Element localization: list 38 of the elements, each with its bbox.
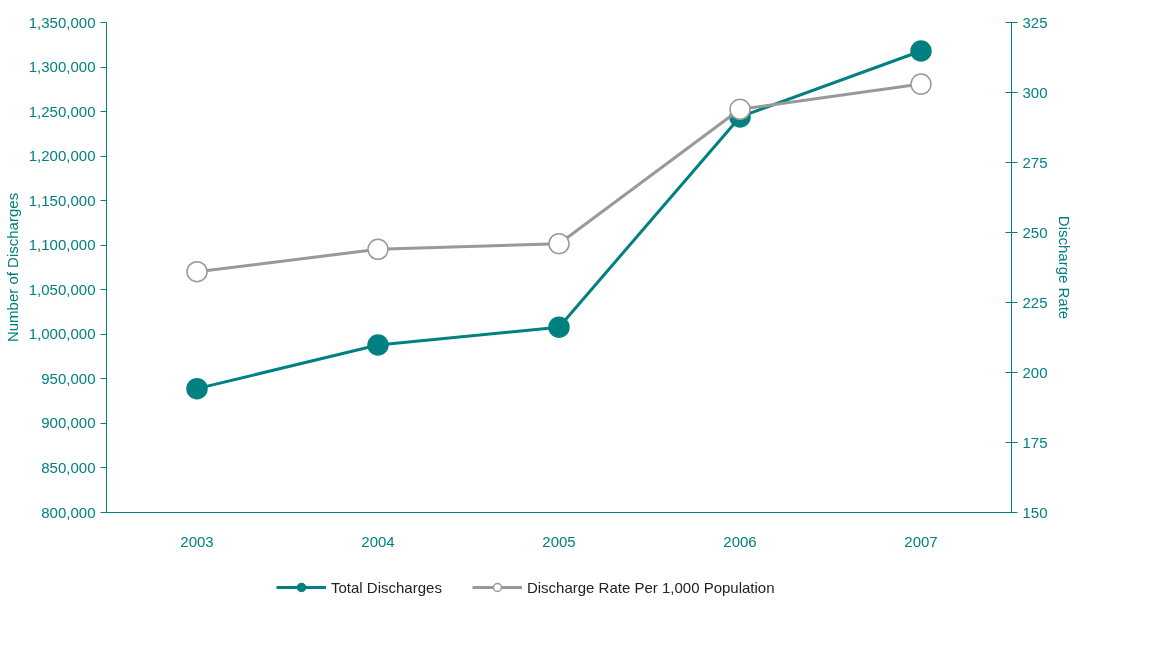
y-tick-label: 1,250,000 — [28, 102, 96, 120]
y2-tick-label: 250 — [1022, 223, 1048, 241]
x-tick-label: 2007 — [904, 532, 938, 550]
legend-label: Total Discharges — [331, 578, 442, 596]
y2-tick-label: 300 — [1022, 83, 1048, 101]
y2-tick-label: 325 — [1022, 13, 1048, 31]
point — [910, 73, 932, 95]
point — [729, 98, 751, 121]
y-tick-label: 800,000 — [41, 503, 96, 521]
y2-axis-title: Discharge Rate — [1055, 215, 1073, 320]
x-tick-label: 2003 — [180, 532, 214, 550]
legend-label: Discharge Rate Per 1,000 Population — [526, 578, 775, 596]
y-axis-title: Number of Discharges — [3, 192, 21, 343]
y-tick-label: 1,200,000 — [28, 147, 96, 165]
y2-tick-label: 150 — [1022, 503, 1048, 521]
x-tick-label: 2004 — [361, 532, 395, 550]
y2-tick-label: 175 — [1022, 433, 1048, 451]
point — [910, 40, 932, 62]
y-tick-label: 1,300,000 — [28, 58, 96, 76]
point — [548, 232, 570, 255]
y2-tick-label: 275 — [1022, 153, 1048, 171]
point — [186, 260, 208, 283]
point — [186, 377, 208, 400]
y2-tick-label: 200 — [1022, 363, 1048, 381]
y-tick-label: 1,350,000 — [28, 13, 96, 31]
y-tick-label: 1,150,000 — [28, 191, 96, 209]
y-tick-label: 1,000,000 — [28, 325, 96, 343]
point — [367, 238, 389, 261]
y2-tick-label: 225 — [1022, 293, 1048, 311]
y-tick-label: 950,000 — [41, 369, 96, 387]
y-tick-label: 850,000 — [41, 458, 96, 476]
point — [548, 316, 570, 338]
x-tick-label: 2006 — [723, 532, 757, 550]
point — [367, 334, 389, 356]
y-tick-label: 1,050,000 — [28, 280, 96, 298]
x-tick-label: 2005 — [542, 532, 576, 550]
y-tick-label: 1,100,000 — [28, 236, 96, 254]
y-tick-label: 900,000 — [41, 414, 96, 432]
